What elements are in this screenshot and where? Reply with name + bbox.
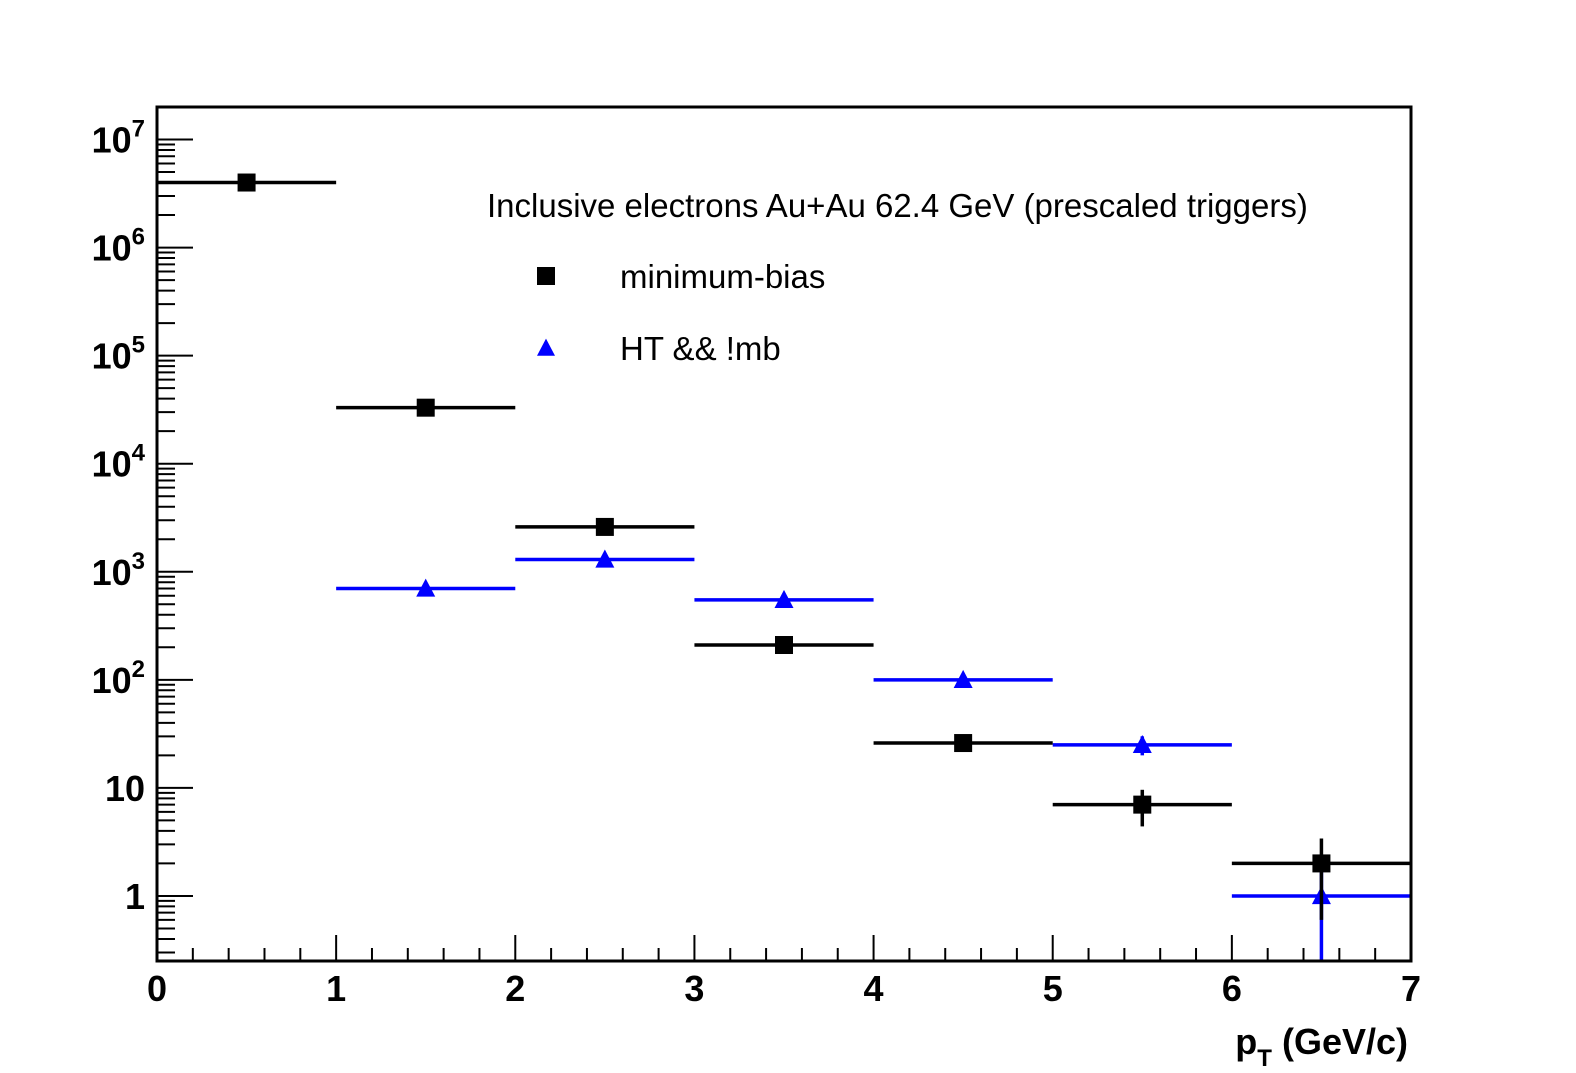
y-tick-exponent: 6 (132, 224, 145, 251)
legend-label: minimum-bias (620, 258, 825, 295)
series-minimum-bias (157, 173, 1411, 920)
x-tick-label: 4 (864, 968, 884, 1009)
y-tick-exponent: 3 (132, 548, 145, 575)
x-tick-label: 6 (1222, 968, 1242, 1009)
y-tick-base: 10 (92, 120, 132, 161)
plot-frame (155, 105, 1413, 963)
x-tick-label: 0 (147, 968, 167, 1009)
y-tick-base: 10 (92, 552, 132, 593)
y-tick-label: 104 (92, 440, 146, 485)
y-tick-label: 1 (125, 876, 145, 917)
legend-marker-square (537, 267, 555, 285)
data-point (416, 578, 436, 597)
legend-marker-triangle (537, 338, 555, 356)
y-tick-exponent: 7 (132, 116, 145, 143)
y-tick-label: 107 (92, 116, 145, 161)
data-point (595, 549, 615, 568)
y-tick-base: 10 (92, 228, 132, 269)
y-tick-label: 10 (105, 768, 145, 809)
legend-title: Inclusive electrons Au+Au 62.4 GeV (pres… (487, 187, 1308, 224)
x-axis-title-sub: T (1257, 1045, 1272, 1072)
y-tick-exponent: 2 (132, 656, 145, 683)
series-ht-not-mb (336, 549, 1411, 961)
y-tick-base: 10 (105, 768, 145, 809)
data-series (157, 173, 1411, 961)
data-point (595, 517, 614, 536)
y-tick-exponent: 4 (132, 440, 146, 467)
y-tick-label: 106 (92, 224, 145, 269)
y-tick-label: 105 (92, 332, 145, 377)
data-point (775, 636, 793, 655)
legend-label: HT && !mb (620, 330, 781, 367)
x-axis-title-main: p (1235, 1021, 1257, 1062)
data-point (953, 669, 973, 688)
x-tick-label: 5 (1043, 968, 1063, 1009)
x-tick-label: 7 (1401, 968, 1421, 1009)
legend-entry: HT && !mb (537, 330, 781, 367)
x-tick-label: 3 (684, 968, 704, 1009)
data-point (1132, 734, 1152, 754)
y-tick-base: 1 (125, 876, 145, 917)
x-axis-title: pT (GeV/c) (1235, 1021, 1408, 1072)
y-tick-base: 10 (92, 444, 132, 485)
data-point (416, 398, 435, 417)
x-tick-label: 2 (505, 968, 525, 1009)
data-point (954, 734, 973, 753)
y-tick-exponent: 5 (132, 332, 145, 359)
y-tick-label: 102 (92, 656, 145, 701)
data-point (1312, 854, 1331, 873)
legend: minimum-bias HT && !mb (537, 258, 825, 367)
y-tick-base: 10 (92, 336, 132, 377)
data-point (774, 589, 794, 608)
legend-entry: minimum-bias (537, 258, 825, 295)
x-axis-title-rest: (GeV/c) (1272, 1021, 1408, 1062)
axis-ticks (156, 106, 1412, 961)
y-tick-base: 10 (92, 660, 132, 701)
x-tick-label: 1 (326, 968, 346, 1009)
data-point (237, 173, 256, 192)
data-point (1133, 795, 1152, 814)
y-tick-label: 103 (92, 548, 145, 593)
x-tick-labels: 0 1 2 3 4 5 6 7 (147, 968, 1421, 1009)
